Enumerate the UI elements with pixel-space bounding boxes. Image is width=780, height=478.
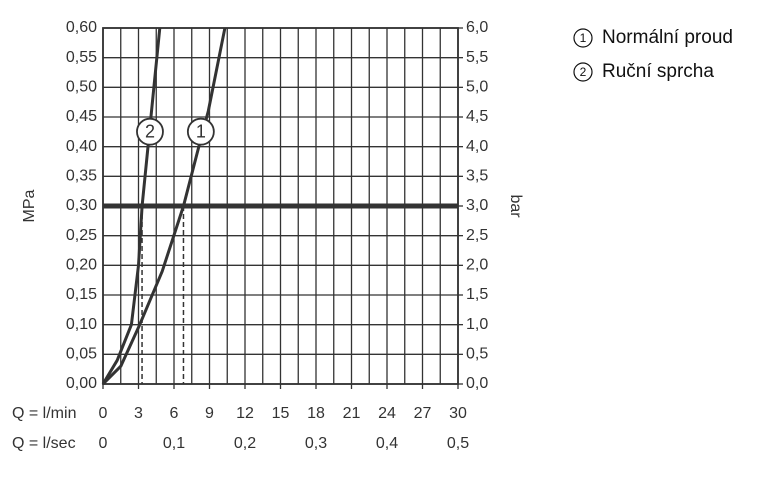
x-tick-label: 3 <box>134 405 143 422</box>
x-tick-label: 21 <box>343 405 361 422</box>
y2-tick-label: 5,5 <box>466 49 488 66</box>
y-tick-label: 0,05 <box>66 346 97 363</box>
x-tick-label: 27 <box>414 405 432 422</box>
curve-marker-label: 2 <box>145 121 155 141</box>
curve-marker-label: 1 <box>196 121 206 141</box>
x2-tick-label: 0 <box>99 435 108 452</box>
x2-tick-label: 0,4 <box>376 435 398 452</box>
y2-tick-label: 2,0 <box>466 257 488 274</box>
curve <box>101 27 227 386</box>
y2-tick-label: 2,5 <box>466 227 488 244</box>
y-tick-label: 0,30 <box>66 197 97 214</box>
x-tick-label: 30 <box>449 405 467 422</box>
legend-item: 2 Ruční sprcha <box>573 61 714 82</box>
y2-tick-label: 3,0 <box>466 197 488 214</box>
y-axis-label: MPa <box>21 189 38 222</box>
y-tick-label: 0,20 <box>66 257 97 274</box>
y2-axis-label: bar <box>507 194 524 218</box>
y-tick-label: 0,60 <box>66 19 97 36</box>
x2-tick-label: 0,2 <box>234 435 256 452</box>
y-tick-label: 0,00 <box>66 375 97 392</box>
x-tick-label: 18 <box>307 405 325 422</box>
curve-marker-circle <box>186 117 215 146</box>
legend-circle <box>573 62 593 82</box>
y2-tick-label: 5,0 <box>466 79 488 96</box>
x-tick-label: 0 <box>99 405 108 422</box>
x2-tick-label: 0,3 <box>305 435 327 452</box>
curve <box>101 27 162 385</box>
curve-marker-circle <box>136 117 164 146</box>
y2-tick-label: 1,5 <box>466 286 488 303</box>
y2-tick-label: 4,0 <box>466 138 488 155</box>
y-tick-label: 0,35 <box>66 168 97 185</box>
y2-tick-label: 0,0 <box>466 375 488 392</box>
legend-marker: 1 <box>580 31 587 45</box>
y-tick-label: 0,55 <box>66 49 97 66</box>
y-tick-label: 0,25 <box>66 227 97 244</box>
y2-tick-label: 3,5 <box>466 168 488 185</box>
x-axis-label: Q = l/min <box>12 405 76 422</box>
y-tick-label: 0,10 <box>66 316 97 333</box>
x-tick-label: 6 <box>170 405 179 422</box>
x2-tick-label: 0,5 <box>447 435 469 452</box>
x2-tick-label: 0,1 <box>163 435 185 452</box>
y2-tick-label: 1,0 <box>466 316 488 333</box>
y-tick-label: 0,45 <box>66 108 97 125</box>
x-tick-label: 12 <box>236 405 254 422</box>
legend-marker: 2 <box>580 65 587 79</box>
y2-tick-label: 4,5 <box>466 108 488 125</box>
legend-label: Normální proud <box>602 27 733 48</box>
legend-item: 1 Normální proud <box>573 27 733 48</box>
y-tick-label: 0,15 <box>66 286 97 303</box>
legend-circle <box>573 28 593 48</box>
x-tick-label: 9 <box>205 405 214 422</box>
y2-tick-label: 6,0 <box>466 19 488 36</box>
x-tick-label: 15 <box>272 405 290 422</box>
y-tick-label: 0,40 <box>66 138 97 155</box>
x-tick-label: 24 <box>378 405 396 422</box>
x2-axis-label: Q = l/sec <box>12 435 76 452</box>
y-tick-label: 0,50 <box>66 79 97 96</box>
y2-tick-label: 0,5 <box>466 346 488 363</box>
legend-label: Ruční sprcha <box>602 61 714 82</box>
